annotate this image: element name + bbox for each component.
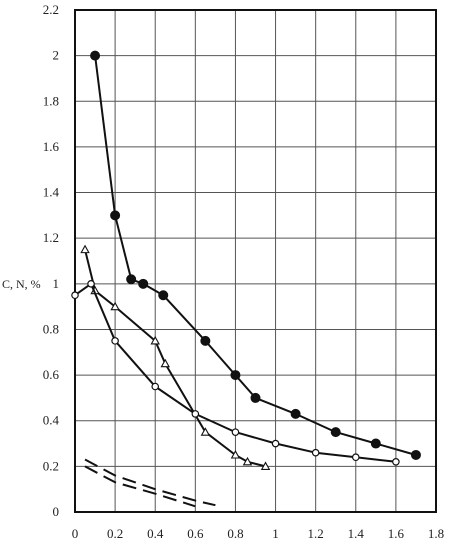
y-tick-label: 0.4	[43, 413, 60, 428]
data-point-open-triangle	[160, 358, 170, 368]
data-point-filled-circle	[410, 449, 421, 460]
data-point-open-circle	[271, 439, 280, 448]
series-line	[84, 465, 196, 508]
x-tick-label: 0.8	[227, 526, 243, 541]
data-point-open-triangle	[230, 450, 241, 459]
y-tick-label: 1.8	[43, 93, 59, 108]
data-point-open-triangle	[260, 461, 271, 470]
y-tick-label: 0.2	[43, 458, 59, 473]
x-tick-label: 0.2	[107, 526, 123, 541]
data-point-open-circle	[151, 382, 160, 391]
data-point-open-circle	[191, 410, 200, 418]
y-tick-label: 1	[53, 276, 60, 291]
data-point-filled-circle	[126, 274, 137, 285]
x-tick-label: 1.8	[428, 526, 444, 541]
data-point-open-circle	[311, 448, 320, 457]
data-point-open-triangle	[80, 244, 90, 254]
x-tick-label: 0.4	[147, 526, 164, 541]
data-point-open-triangle	[200, 427, 211, 436]
data-point-open-circle	[71, 291, 79, 300]
y-tick-label: 1.6	[43, 139, 60, 154]
y-tick-label: 0.8	[43, 321, 59, 336]
data-point-filled-circle	[200, 335, 211, 346]
y-tick-label: 0.6	[43, 367, 60, 382]
data-point-filled-circle	[158, 290, 169, 301]
data-point-filled-circle	[90, 50, 101, 61]
data-point-filled-circle	[110, 210, 121, 221]
x-tick-label: 1.2	[308, 526, 324, 541]
data-point-open-circle	[87, 280, 95, 288]
x-tick-label: 1.6	[388, 526, 405, 541]
data-point-open-circle	[111, 337, 119, 345]
data-point-open-circle	[231, 428, 240, 436]
data-point-filled-circle	[138, 278, 149, 289]
chart-tick-labels: 0 0.2 0.4 0.6 0.8 1 1.2 1.4 1.6 1.8 0 0.2 0.4 0.6 0.8 1…	[43, 2, 444, 541]
data-point-open-triangle	[242, 456, 253, 466]
data-point-open-triangle	[150, 335, 160, 345]
data-point-open-triangle	[110, 301, 120, 311]
y-tick-label: 2	[53, 48, 60, 63]
data-point-open-circle	[351, 453, 360, 462]
y-tick-label: 1.2	[43, 230, 59, 245]
series-line	[94, 55, 417, 456]
y-axis-label: C, N, %	[2, 277, 41, 291]
x-tick-label: 1	[272, 526, 279, 541]
y-tick-label: 2.2	[43, 2, 59, 17]
x-tick-label: 0.6	[187, 526, 204, 541]
chart-series	[71, 50, 421, 508]
y-tick-label: 1.4	[43, 185, 60, 200]
x-tick-label: 0	[72, 526, 79, 541]
data-point-open-circle	[392, 457, 400, 466]
plot-frame	[74, 9, 437, 513]
data-point-filled-circle	[290, 408, 301, 419]
y-tick-label: 0	[53, 504, 60, 519]
data-point-filled-circle	[230, 370, 241, 381]
data-point-filled-circle	[330, 427, 341, 438]
data-point-filled-circle	[370, 438, 381, 449]
plot-area	[75, 10, 436, 512]
x-tick-label: 1.4	[348, 526, 365, 541]
series-line	[84, 458, 216, 507]
chart-grid	[74, 9, 437, 513]
data-point-filled-circle	[250, 392, 261, 403]
series-line	[74, 282, 397, 463]
